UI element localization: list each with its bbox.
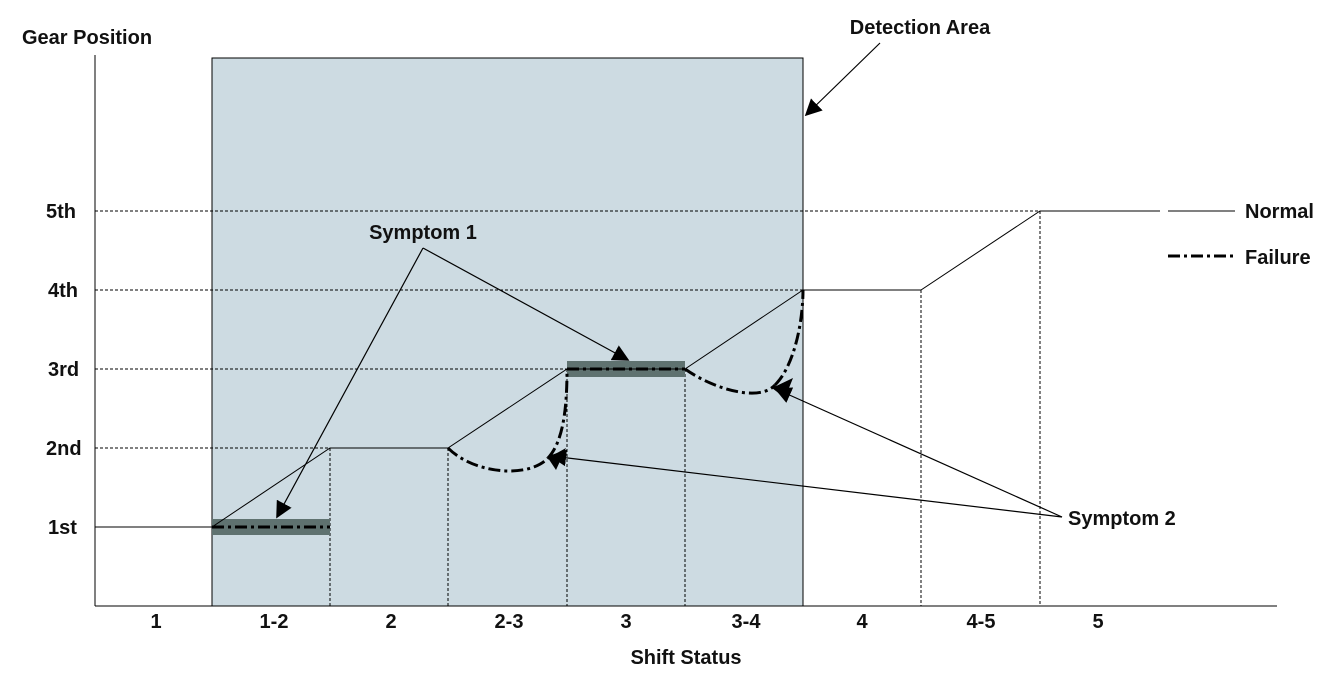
y-tick-3rd: 3rd [48, 359, 79, 381]
y-tick-5th: 5th [46, 201, 76, 223]
x-tick-3-4: 3-4 [732, 611, 762, 633]
x-tick-4-5: 4-5 [967, 611, 996, 633]
y-tick-2nd: 2nd [46, 438, 82, 460]
x-tick-3: 3 [620, 611, 631, 633]
symptom1-arrows [276, 247, 630, 519]
symptom1-bar-1st [212, 519, 330, 535]
x-tick-1: 1 [150, 611, 161, 633]
detection-area-label: Detection Area [850, 17, 991, 39]
symptom2-arrows [549, 387, 1063, 518]
x-tick-2-3: 2-3 [495, 611, 524, 633]
legend-normal-label: Normal [1245, 201, 1314, 223]
legend-failure-label: Failure [1245, 247, 1311, 269]
x-tick-5: 5 [1092, 611, 1103, 633]
symptom2-label: Symptom 2 [1068, 508, 1176, 530]
y-tick-4th: 4th [48, 280, 78, 302]
x-tick-1-2: 1-2 [260, 611, 289, 633]
y-axis-title: Gear Position [22, 27, 152, 49]
normal-line [95, 210, 1160, 528]
detection-area-box [211, 57, 804, 607]
x-tick-2: 2 [385, 611, 396, 633]
symptom1-label: Symptom 1 [369, 222, 477, 244]
x-axis-title: Shift Status [630, 647, 741, 669]
status-dividers [329, 211, 1041, 606]
detection-area-arrow [804, 42, 881, 117]
x-tick-4: 4 [856, 611, 868, 633]
gear-guides [95, 210, 1040, 449]
y-tick-1st: 1st [48, 517, 77, 539]
